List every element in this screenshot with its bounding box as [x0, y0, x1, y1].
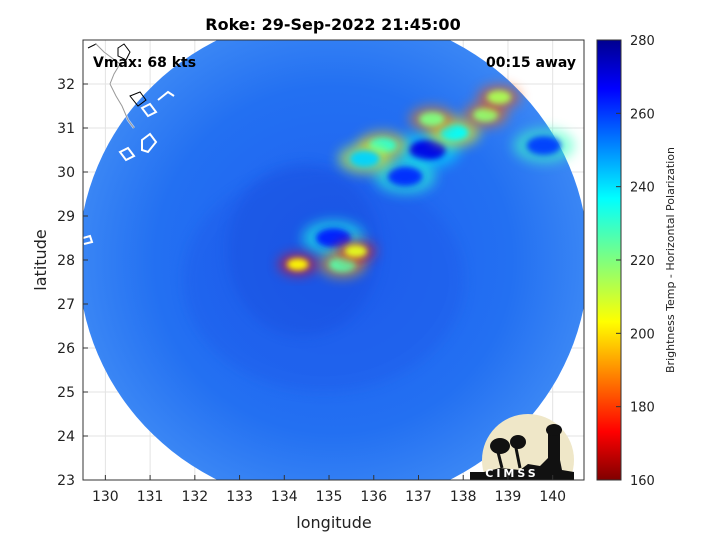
y-axis-ticks: 23 24 25 26 27 28 29 30 31 32	[57, 77, 88, 489]
colorbar-ticks: 160 180 200 220 240 260 280	[616, 34, 655, 489]
y-tick-label: 26	[57, 341, 75, 357]
feature-core	[315, 228, 352, 248]
coastline	[83, 43, 175, 245]
feature-core	[473, 107, 498, 122]
swath-texture	[227, 163, 380, 337]
feature-core	[344, 245, 368, 258]
cimss-logo: CIMSS	[470, 414, 574, 480]
x-axis-ticks: 130 131 132 133 134 135 136 137 138 139 140	[92, 475, 566, 505]
colorbar-tick-label: 200	[630, 327, 655, 342]
x-tick-label: 138	[450, 489, 477, 505]
colorbar-tick-label: 220	[630, 254, 655, 269]
x-tick-label: 134	[271, 489, 298, 505]
colorbar-tick-label: 280	[630, 34, 655, 49]
x-tick-label: 131	[137, 489, 164, 505]
y-tick-label: 31	[57, 121, 75, 137]
y-tick-label: 23	[57, 473, 75, 489]
colorbar-tick-label: 240	[630, 181, 655, 196]
y-axis-label: latitude	[31, 229, 50, 290]
feature-core	[409, 139, 446, 161]
colorbar-tick-label: 160	[630, 474, 655, 489]
feature-core	[526, 136, 561, 156]
x-tick-label: 137	[405, 489, 432, 505]
colorbar-tick-label: 260	[630, 107, 655, 122]
features-group	[278, 85, 575, 278]
y-tick-label: 24	[57, 429, 75, 445]
y-tick-label: 30	[57, 165, 75, 181]
y-tick-label: 25	[57, 385, 75, 401]
x-tick-label: 140	[539, 489, 566, 505]
feature-core	[487, 90, 512, 104]
y-tick-label: 27	[57, 297, 75, 313]
vmax-annotation: Vmax: 68 kts	[93, 55, 196, 71]
x-tick-label: 135	[316, 489, 343, 505]
x-tick-label: 133	[226, 489, 253, 505]
feature-core	[349, 150, 380, 168]
x-tick-label: 130	[92, 489, 119, 505]
y-tick-label: 29	[57, 209, 75, 225]
colorbar: 160 180 200 220 240 260 280 Brightness Temp - …	[596, 34, 677, 489]
x-tick-label: 132	[181, 489, 208, 505]
plot-area: CIMSS 130 131 132 133 134 135 136 137 138 139 140 …	[57, 39, 585, 505]
feature-core	[387, 166, 423, 187]
colorbar-tick-label: 180	[630, 401, 655, 416]
x-axis-label: longitude	[296, 513, 371, 532]
feature-core	[286, 258, 309, 271]
logo-text: CIMSS	[485, 467, 538, 480]
x-tick-label: 136	[360, 489, 387, 505]
logo-dish-icon	[490, 438, 510, 454]
logo-ground-icon	[470, 458, 574, 480]
feature-core	[419, 112, 445, 127]
y-tick-label: 28	[57, 253, 75, 269]
colorbar-label: Brightness Temp - Horizontal Polarizatio…	[664, 147, 677, 373]
time-offset-annotation: 00:15 away	[486, 55, 576, 71]
chart-title: Roke: 29-Sep-2022 21:45:00	[205, 15, 460, 34]
y-tick-label: 32	[57, 77, 75, 93]
x-tick-label: 139	[495, 489, 522, 505]
